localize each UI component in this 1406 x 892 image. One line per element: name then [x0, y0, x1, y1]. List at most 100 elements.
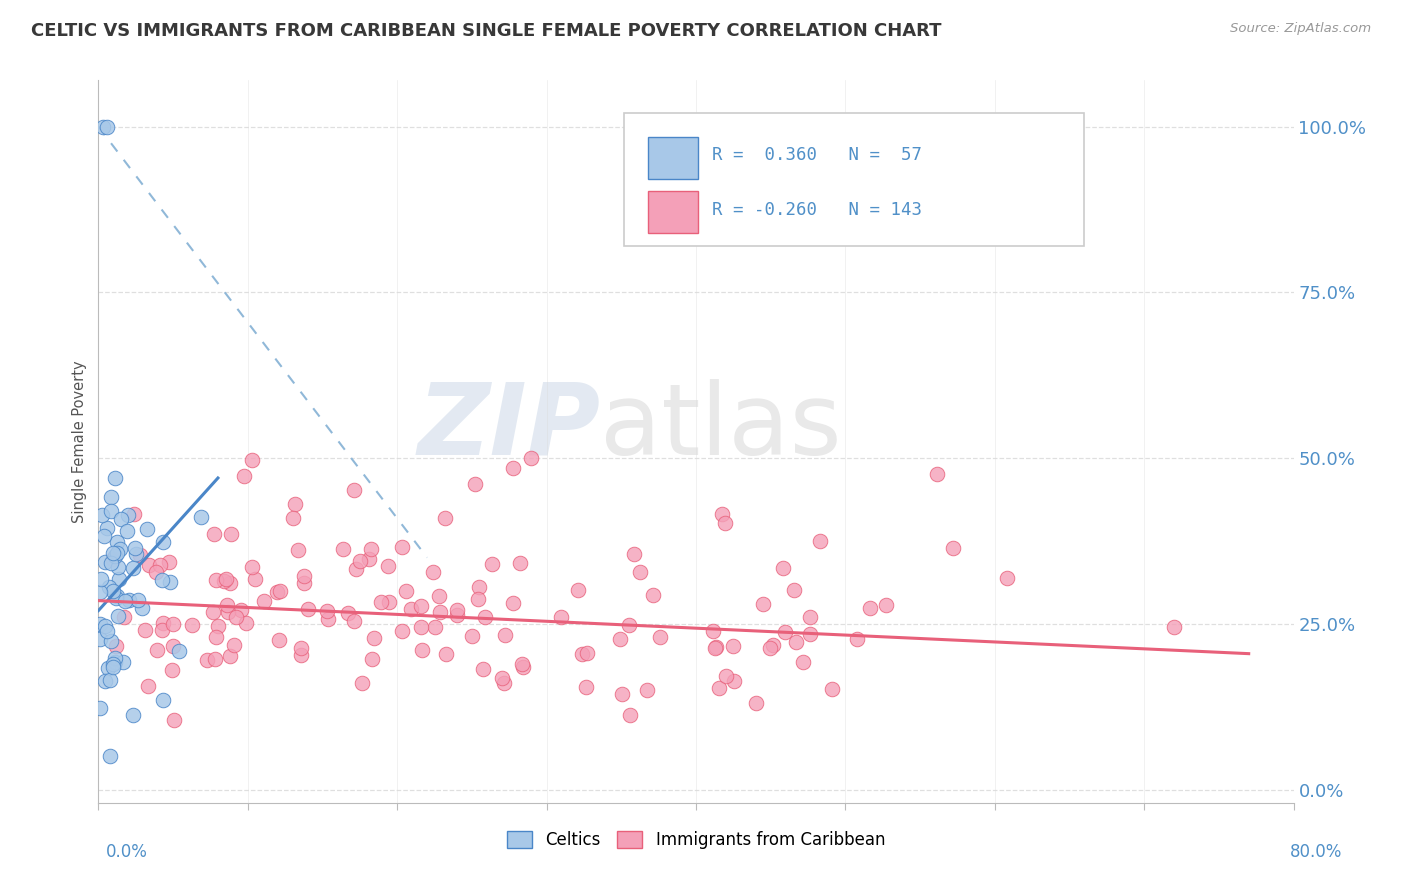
Point: [284, 496, 307, 510]
Point: [745, 696, 768, 710]
Point: [623, 547, 645, 561]
Point: [104, 549, 127, 563]
Point: [721, 639, 744, 653]
Point: [202, 527, 225, 541]
Point: [219, 648, 242, 663]
Point: [785, 634, 807, 648]
Point: [714, 516, 737, 531]
Point: [352, 675, 374, 690]
Point: [129, 549, 152, 563]
Point: [266, 585, 288, 599]
Point: [160, 663, 183, 677]
Point: [336, 607, 359, 621]
Point: [575, 646, 598, 660]
Point: [145, 565, 167, 579]
Text: 80.0%: 80.0%: [1291, 843, 1343, 861]
Point: [115, 524, 138, 538]
Point: [138, 679, 160, 693]
Point: [96, 624, 118, 639]
Point: [112, 610, 135, 624]
Text: Source: ZipAtlas.com: Source: ZipAtlas.com: [1230, 22, 1371, 36]
Point: [114, 594, 136, 608]
Point: [378, 595, 401, 609]
Text: R =  0.360   N =  57: R = 0.360 N = 57: [711, 146, 921, 164]
Point: [240, 560, 263, 574]
Bar: [648, 191, 699, 233]
Point: [93, 529, 115, 543]
Point: [759, 640, 782, 655]
Point: [91, 120, 114, 134]
Point: [773, 625, 796, 640]
Point: [104, 655, 127, 669]
Point: [104, 471, 127, 485]
Point: [491, 671, 513, 685]
Point: [267, 632, 290, 647]
Point: [648, 631, 671, 645]
Point: [281, 511, 304, 525]
Point: [91, 508, 114, 522]
Point: [942, 541, 965, 555]
Point: [269, 584, 291, 599]
Point: [145, 642, 167, 657]
Point: [218, 576, 240, 591]
Point: [107, 609, 129, 624]
Point: [124, 507, 146, 521]
Point: [292, 575, 315, 590]
Point: [799, 627, 821, 641]
Point: [136, 522, 159, 536]
Point: [704, 640, 727, 655]
Point: [702, 624, 724, 639]
Point: [204, 651, 226, 665]
Point: [205, 573, 228, 587]
Point: [783, 583, 806, 598]
Point: [104, 651, 127, 665]
Point: [101, 584, 124, 599]
Point: [108, 542, 131, 557]
Point: [112, 655, 135, 669]
Point: [927, 467, 949, 481]
Point: [245, 572, 267, 586]
Point: [395, 583, 418, 598]
Point: [360, 652, 382, 666]
Point: [391, 624, 413, 638]
Point: [292, 568, 315, 582]
Point: [224, 638, 246, 652]
Text: atlas: atlas: [600, 378, 842, 475]
Point: [101, 660, 124, 674]
Point: [124, 541, 146, 555]
Point: [125, 547, 148, 561]
Point: [231, 603, 253, 617]
Point: [332, 542, 354, 557]
Point: [110, 512, 132, 526]
Point: [820, 682, 842, 697]
Point: [167, 643, 190, 657]
Point: [461, 628, 484, 642]
Point: [100, 504, 122, 518]
Point: [520, 451, 543, 466]
Point: [162, 616, 184, 631]
Point: [103, 657, 125, 672]
Point: [225, 610, 247, 624]
Point: [409, 620, 432, 634]
Point: [127, 592, 149, 607]
Point: [107, 560, 129, 574]
Point: [97, 580, 120, 594]
Point: [89, 616, 111, 631]
Point: [619, 708, 641, 723]
Point: [446, 607, 468, 622]
Text: CELTIC VS IMMIGRANTS FROM CARIBBEAN SINGLE FEMALE POVERTY CORRELATION CHART: CELTIC VS IMMIGRANTS FROM CARIBBEAN SING…: [31, 22, 942, 40]
Point: [357, 552, 380, 566]
Point: [162, 639, 184, 653]
Legend: Celtics, Immigrants from Caribbean: Celtics, Immigrants from Caribbean: [501, 824, 891, 856]
Point: [643, 588, 665, 602]
Point: [149, 558, 172, 573]
Point: [215, 598, 238, 612]
Point: [612, 687, 634, 701]
Point: [799, 609, 821, 624]
Point: [104, 591, 127, 606]
Point: [792, 655, 814, 669]
Point: [510, 657, 533, 672]
Point: [772, 561, 794, 575]
Point: [214, 572, 236, 586]
Point: [636, 682, 658, 697]
